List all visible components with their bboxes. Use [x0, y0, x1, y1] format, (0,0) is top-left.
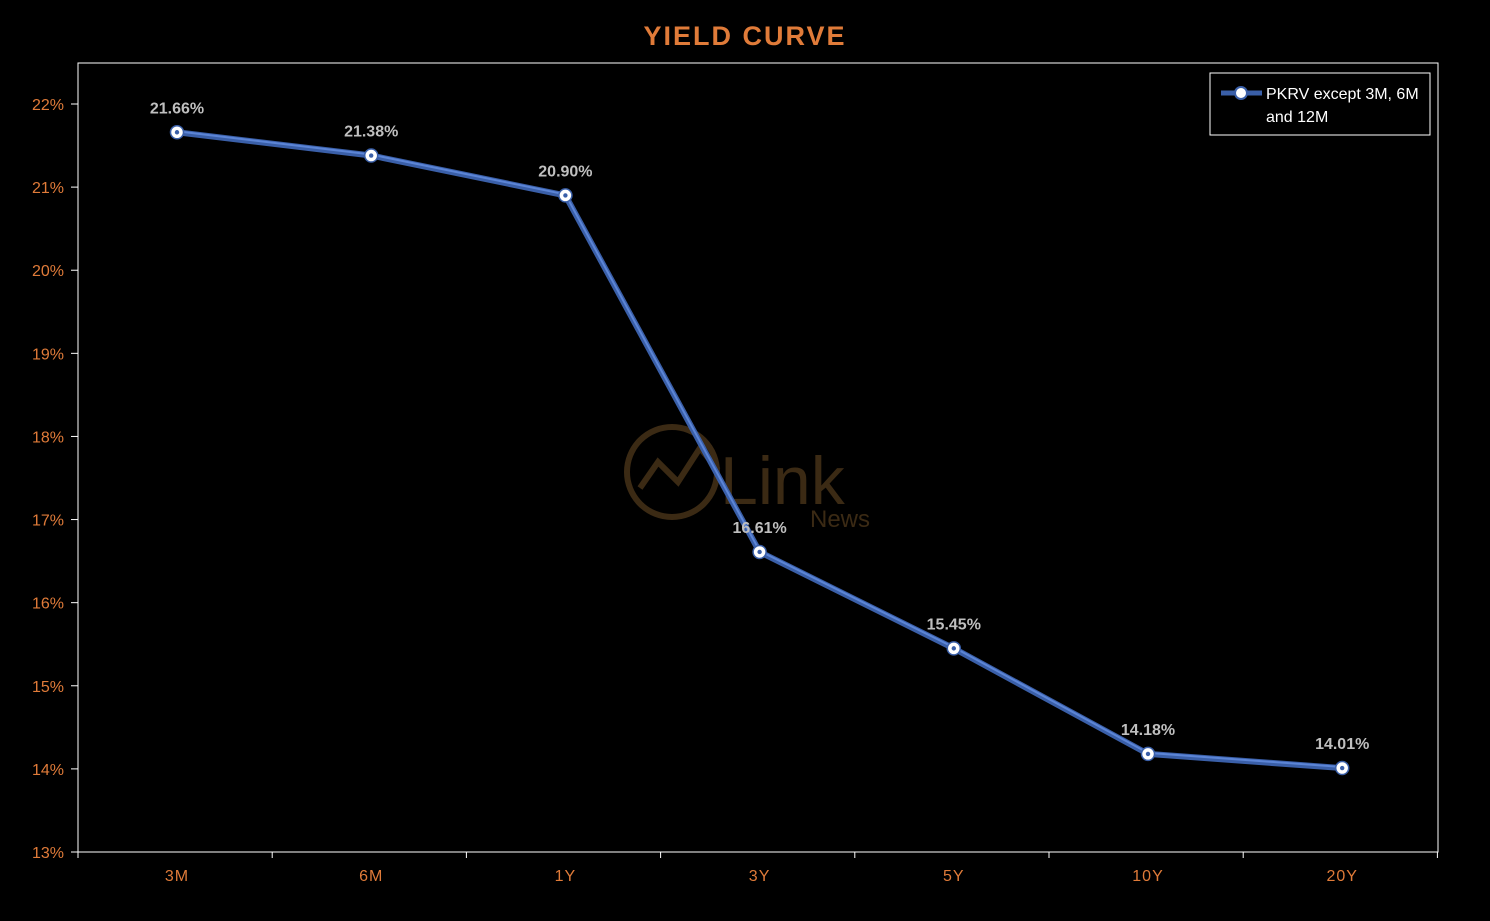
- legend-marker-sample: [1234, 86, 1248, 100]
- data-label: 20.90%: [538, 163, 592, 180]
- data-point-marker-center: [951, 646, 956, 651]
- y-tick-label: 16%: [32, 596, 64, 613]
- plot-area-frame: [77, 62, 1439, 853]
- data-point-marker-center: [1145, 751, 1151, 757]
- y-tick-label: 17%: [32, 513, 64, 530]
- y-axis: 13% 14% 15% 16% 17% 18% 19% 20% 21% 22%: [32, 97, 78, 862]
- watermark-brand-text: Link: [720, 443, 846, 519]
- data-label: 14.01%: [1315, 736, 1369, 753]
- data-point-marker-center: [174, 130, 180, 135]
- data-label: 16.61%: [732, 520, 786, 537]
- y-tick-label: 21%: [32, 180, 64, 197]
- y-tick-label: 22%: [32, 97, 64, 114]
- data-label: 21.38%: [344, 124, 398, 141]
- data-point-marker-center: [369, 153, 374, 158]
- data-label-group: 21.66% 21.38% 20.90% 16.61% 15.45% 14.18% 14.0…: [150, 100, 1369, 753]
- x-tick-label: 6M: [359, 868, 383, 885]
- legend-label-line-2: and 12M: [1266, 109, 1328, 126]
- y-tick-label: 15%: [32, 679, 64, 696]
- watermark: Link News: [624, 424, 870, 533]
- data-label: 14.18%: [1121, 722, 1175, 739]
- data-point-marker-center: [757, 549, 762, 555]
- drop-lines: [176, 132, 1343, 852]
- x-tick-label: 1Y: [555, 868, 577, 885]
- x-tick-label: 3M: [165, 868, 189, 885]
- watermark-sub-text: News: [810, 506, 870, 533]
- data-point-marker-center: [1340, 765, 1345, 771]
- y-tick-label: 20%: [32, 263, 64, 280]
- legend: PKRV except 3M, 6M and 12M: [1209, 72, 1431, 136]
- legend-label-line-1: PKRV except 3M, 6M: [1266, 86, 1419, 103]
- y-tick-label: 19%: [32, 346, 64, 363]
- x-axis: 3M 6M 1Y 3Y 5Y 10Y 20Y: [77, 852, 1438, 885]
- y-tick-label: 14%: [32, 762, 64, 779]
- x-tick-label: 20Y: [1326, 868, 1357, 885]
- marker-group: [169, 125, 1350, 776]
- y-tick-label: 13%: [32, 845, 64, 862]
- data-point-marker-center: [563, 193, 568, 198]
- x-tick-label: 5Y: [943, 868, 965, 885]
- x-tick-label: 3Y: [749, 868, 771, 885]
- x-tick-label: 10Y: [1132, 868, 1163, 885]
- data-label: 15.45%: [927, 616, 981, 633]
- chart-title: YIELD CURVE: [643, 21, 846, 51]
- data-label: 21.66%: [150, 100, 204, 117]
- legend-box: [1209, 72, 1431, 136]
- y-tick-label: 18%: [32, 429, 64, 446]
